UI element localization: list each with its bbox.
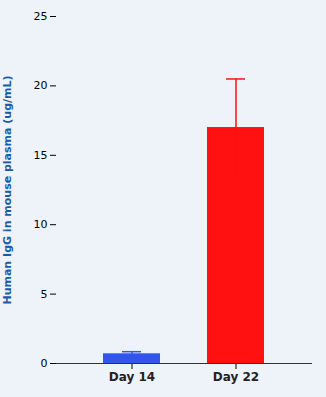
svg-text:0: 0	[41, 357, 48, 370]
svg-text:20: 20	[34, 79, 48, 92]
svg-text:5: 5	[41, 288, 48, 301]
svg-text:Day 22: Day 22	[213, 370, 259, 384]
svg-text:10: 10	[34, 218, 48, 231]
svg-text:15: 15	[34, 149, 48, 162]
svg-text:Human IgG in mouse plasma (ug/: Human IgG in mouse plasma (ug/mL)	[1, 75, 14, 304]
svg-text:Day 14: Day 14	[109, 370, 155, 384]
svg-text:25: 25	[34, 10, 48, 23]
